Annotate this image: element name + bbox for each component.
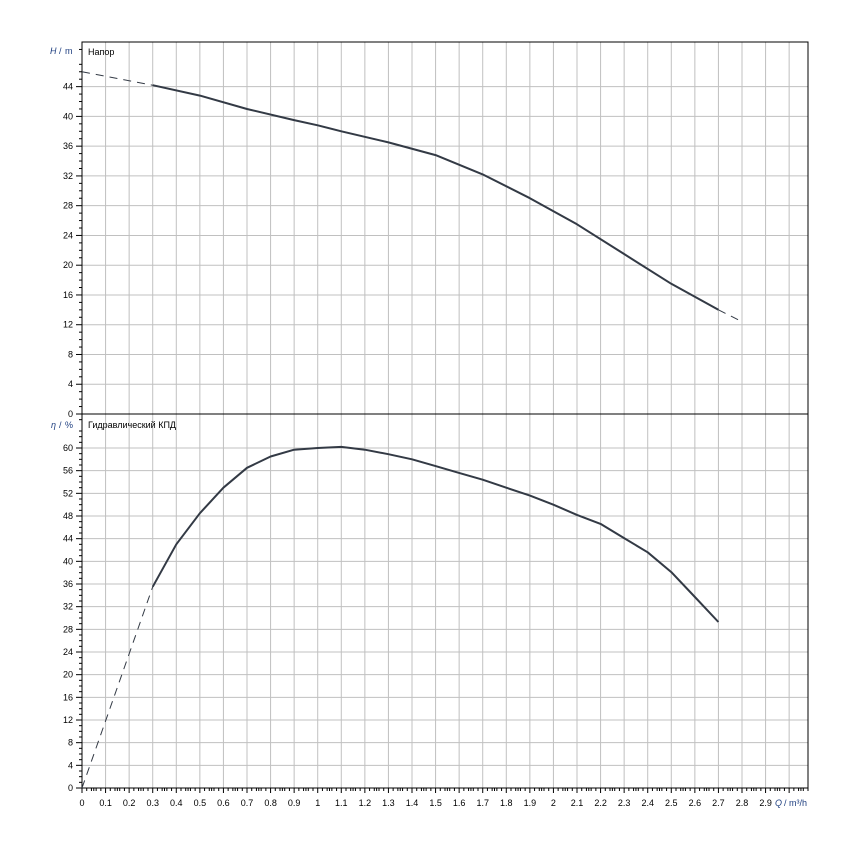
eff-ylabel-sep: / [59, 420, 62, 430]
curves [81, 71, 743, 789]
y-tick-label: 40 [63, 556, 73, 566]
x-tick-label: 1.1 [335, 798, 348, 808]
y-tick-label: 32 [63, 171, 73, 181]
x-tick-label: 0 [79, 798, 84, 808]
head-title: Напор [88, 47, 114, 57]
y-tick-label: 0 [68, 409, 73, 419]
x-tick-label: 1.6 [453, 798, 466, 808]
efficiency-title: Гидравлический КПД [88, 420, 176, 430]
y-tick-label: 28 [63, 201, 73, 211]
x-tick-label: 1.3 [382, 798, 395, 808]
y-tick-label: 0 [68, 783, 73, 793]
x-tick-label: 2.2 [594, 798, 607, 808]
x-tick-label: 1.5 [429, 798, 442, 808]
x-tick-label: 0.3 [146, 798, 159, 808]
y-tick-label: 28 [63, 624, 73, 634]
x-tick-label: 0.6 [217, 798, 230, 808]
y-tick-label: 24 [63, 230, 73, 240]
curve [152, 84, 719, 311]
x-tick-label: 2.8 [736, 798, 749, 808]
x-tick-label: 1.2 [359, 798, 372, 808]
head-ylabel-symbol: H [50, 46, 57, 56]
x-tick-label: 0.4 [170, 798, 183, 808]
head-ylabel-unit: m [65, 46, 73, 56]
y-tick-label: 36 [63, 141, 73, 151]
axes: 0481216202428323640440481216202428323640… [63, 41, 809, 808]
y-tick-label: 32 [63, 602, 73, 612]
grid [82, 42, 808, 788]
plot-frame [81, 41, 809, 415]
y-tick-label: 20 [63, 260, 73, 270]
y-tick-label: 12 [63, 320, 73, 330]
y-tick-label: 16 [63, 290, 73, 300]
x-tick-label: 2.7 [712, 798, 725, 808]
y-tick-label: 4 [68, 760, 73, 770]
x-tick-label: 0.7 [241, 798, 254, 808]
y-tick-label: 44 [63, 534, 73, 544]
x-tick-label: 2.6 [689, 798, 702, 808]
y-tick-label: 40 [63, 111, 73, 121]
eff-ylabel-unit: % [65, 420, 73, 430]
x-tick-label: 1.9 [524, 798, 537, 808]
curve [151, 445, 720, 623]
x-tick-label: 2 [551, 798, 556, 808]
x-tick-label: 0.1 [99, 798, 112, 808]
x-tick-label: 0.2 [123, 798, 136, 808]
eff-ylabel-symbol: η [51, 420, 56, 430]
x-tick-label: 0.5 [194, 798, 207, 808]
curve-extrapolated [718, 309, 743, 323]
y-tick-label: 4 [68, 379, 73, 389]
y-tick-label: 8 [68, 738, 73, 748]
x-tick-label: 1.7 [476, 798, 489, 808]
y-tick-label: 8 [68, 349, 73, 359]
y-tick-label: 52 [63, 488, 73, 498]
x-tick-label: 2.1 [571, 798, 584, 808]
y-tick-label: 24 [63, 647, 73, 657]
x-tick-label: 0.9 [288, 798, 301, 808]
y-tick-label: 20 [63, 670, 73, 680]
x-tick-label: 1 [315, 798, 320, 808]
x-tick-label: 2.9 [759, 798, 772, 808]
y-tick-label: 16 [63, 692, 73, 702]
curve-extrapolated [81, 71, 153, 86]
labels: Напор Гидравлический КПД H / m η / % Q /… [50, 46, 807, 808]
x-tick-label: 1.8 [500, 798, 513, 808]
xlabel-sep: / [784, 798, 787, 808]
xlabel-symbol: Q [775, 798, 782, 808]
xlabel-unit: m³/h [789, 798, 807, 808]
y-tick-label: 44 [63, 82, 73, 92]
x-tick-label: 2.4 [641, 798, 654, 808]
x-tick-label: 1.4 [406, 798, 419, 808]
y-tick-label: 12 [63, 715, 73, 725]
y-tick-label: 60 [63, 443, 73, 453]
x-tick-label: 2.3 [618, 798, 631, 808]
y-tick-label: 36 [63, 579, 73, 589]
x-tick-label: 2.5 [665, 798, 678, 808]
head-ylabel-sep: / [59, 46, 62, 56]
x-tick-label: 0.8 [264, 798, 277, 808]
y-tick-label: 48 [63, 511, 73, 521]
y-tick-label: 56 [63, 466, 73, 476]
curve-extrapolated [81, 586, 154, 789]
